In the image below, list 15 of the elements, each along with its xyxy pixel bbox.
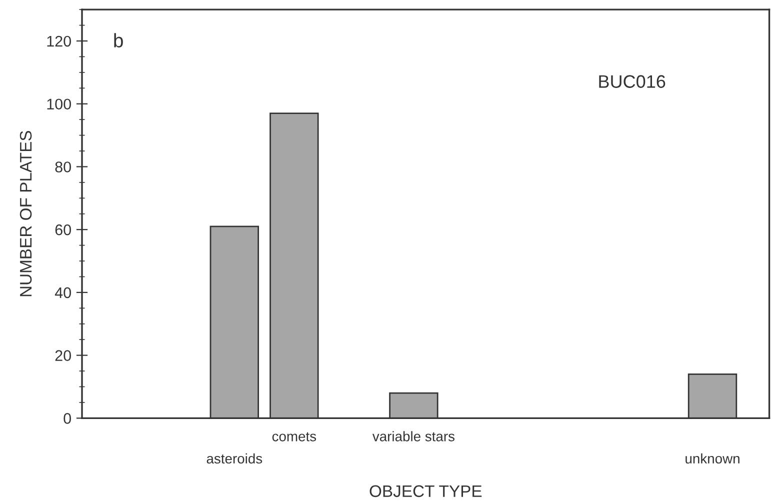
annotation: b	[114, 33, 123, 48]
x-tick-label: asteroids	[206, 453, 262, 464]
y-axis-title: NUMBER OF PLATES	[20, 130, 32, 296]
y-tick-label: 20	[55, 350, 71, 361]
y-tick-label: 60	[55, 224, 71, 236]
x-tick-label: comets	[272, 432, 316, 442]
y-tick-label: 100	[47, 98, 71, 110]
y-tick-label: 0	[64, 413, 71, 424]
y-tick-label: 80	[55, 162, 71, 172]
y-tick-label: 120	[47, 36, 71, 47]
x-axis-title: OBJECT TYPE	[370, 485, 482, 498]
annotation: BUC016	[599, 75, 666, 88]
x-tick-label: unknown	[686, 453, 740, 464]
x-tick-label: variable stars	[372, 431, 454, 442]
y-tick-label: 40	[54, 287, 71, 298]
